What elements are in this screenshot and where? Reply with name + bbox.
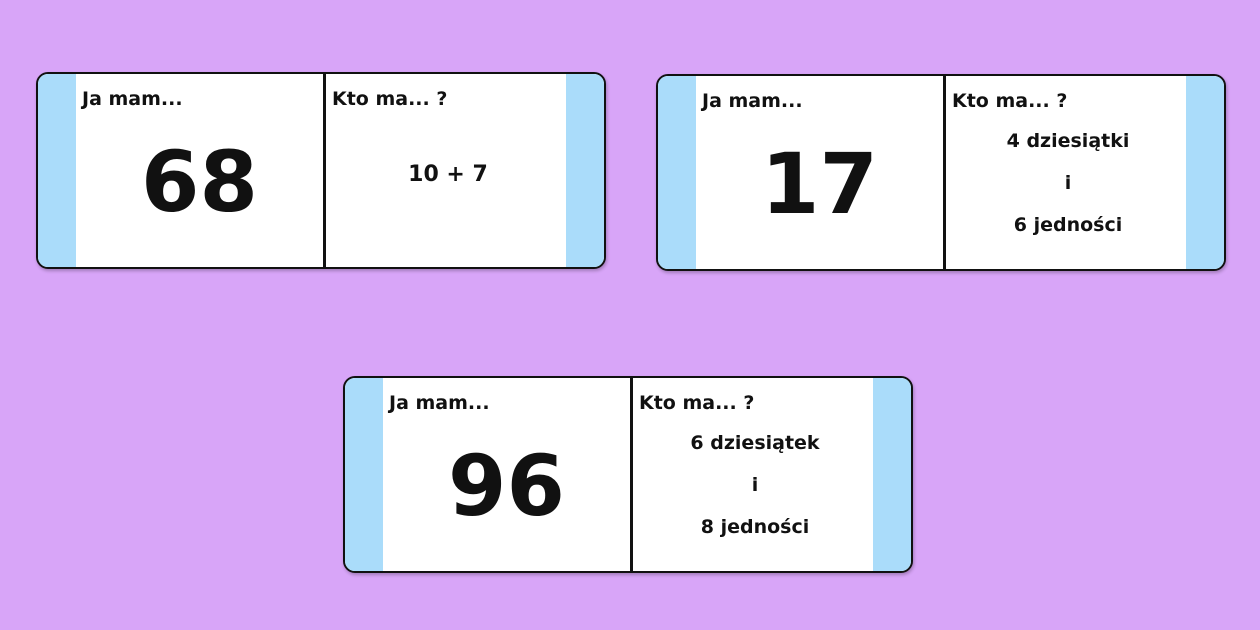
have-section: Ja mam... 68 bbox=[76, 74, 323, 267]
have-section: Ja mam... 96 bbox=[383, 378, 630, 571]
left-stripe bbox=[345, 378, 383, 571]
have-label: Ja mam... bbox=[389, 392, 490, 414]
left-stripe bbox=[38, 74, 76, 267]
right-stripe bbox=[1186, 76, 1224, 269]
who-section: Kto ma... ? 4 dziesiątki i 6 jedności bbox=[946, 76, 1190, 269]
have-label: Ja mam... bbox=[82, 88, 183, 110]
right-stripe bbox=[566, 74, 604, 267]
left-stripe bbox=[658, 76, 696, 269]
have-number: 96 bbox=[448, 437, 565, 535]
have-section: Ja mam... 17 bbox=[696, 76, 943, 269]
who-section: Kto ma... ? 6 dziesiątek i 8 jedności bbox=[633, 378, 877, 571]
question-line: i bbox=[1064, 172, 1072, 194]
card-divider bbox=[630, 378, 633, 571]
question-line: 6 dziesiątek bbox=[690, 432, 820, 454]
domino-card-3: Ja mam... 96 Kto ma... ? 6 dziesiątek i … bbox=[343, 376, 913, 573]
question-line: 8 jedności bbox=[700, 516, 810, 538]
right-stripe bbox=[873, 378, 911, 571]
question-line: 6 jedności bbox=[1013, 214, 1123, 236]
domino-card-1: Ja mam... 68 Kto ma... ? 10 + 7 bbox=[36, 72, 606, 269]
who-label: Kto ma... ? bbox=[952, 90, 1068, 112]
question-lines: 6 dziesiątek i 8 jedności bbox=[633, 422, 877, 548]
question-text: 10 + 7 bbox=[408, 162, 488, 187]
have-number: 17 bbox=[761, 135, 878, 233]
have-number: 68 bbox=[141, 133, 258, 231]
question-line: 4 dziesiątki bbox=[1006, 130, 1130, 152]
card-divider bbox=[943, 76, 946, 269]
have-label: Ja mam... bbox=[702, 90, 803, 112]
question-line: i bbox=[751, 474, 759, 496]
card-divider bbox=[323, 74, 326, 267]
who-label: Kto ma... ? bbox=[639, 392, 755, 414]
who-section: Kto ma... ? 10 + 7 bbox=[326, 74, 570, 267]
question-lines: 4 dziesiątki i 6 jedności bbox=[946, 120, 1190, 246]
domino-card-2: Ja mam... 17 Kto ma... ? 4 dziesiątki i … bbox=[656, 74, 1226, 271]
who-label: Kto ma... ? bbox=[332, 88, 448, 110]
